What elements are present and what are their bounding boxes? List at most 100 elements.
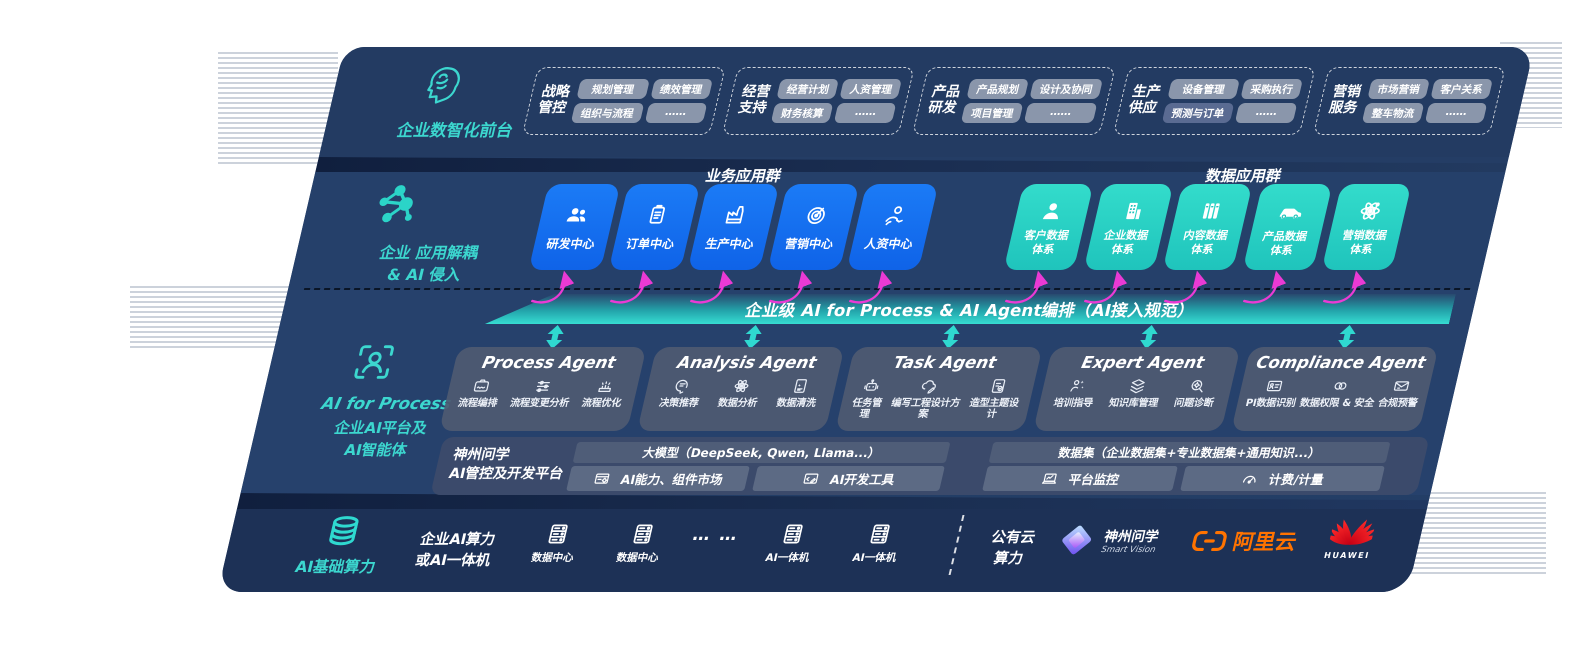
alibaba-logo-text: 阿里云	[1230, 530, 1300, 554]
agent-card-compliance: Compliance Agent PI数据识别 数据权限 & 安全 合规预警	[1231, 347, 1439, 431]
data-apps-row: 客户数据 体系 企业数据 体系 内容数据 体系 产品数据 体系 营销数据 体系	[1003, 184, 1412, 270]
chip: 规划管理	[576, 79, 650, 99]
group-label-line: 管控	[536, 100, 569, 116]
infra-compute-label-block: AI基础算力	[293, 513, 388, 577]
chip: 设备管理	[1166, 79, 1241, 99]
datacenter-label: 数据中心	[530, 552, 575, 564]
agent-item-label: 编写工程设计方案	[890, 398, 962, 421]
group-label-line: 支持	[736, 100, 769, 116]
ai-platform-panel: 神州问学 AI管控及开发平台 大模型（DeepSeek, Qwen, Llama…	[430, 437, 1430, 495]
platform-monitor-cell: 平台监控	[982, 466, 1178, 491]
chip: 客户关系	[1430, 79, 1493, 99]
chip: ……	[1234, 103, 1298, 123]
agent-item-label: 问题诊断	[1172, 398, 1215, 409]
pi-idcard-icon	[1266, 380, 1283, 392]
chip: 产品规划	[966, 79, 1030, 99]
agent-card-expert: Expert Agent 培训指导 知识库管理 问题诊断	[1033, 347, 1241, 431]
business-apps-header: 业务应用群	[703, 167, 783, 185]
data-app-label: 企业数据 体系	[1099, 229, 1149, 255]
agent-items: 任务管理 编写工程设计方案 造型主题设计	[842, 376, 1032, 420]
agent-item-label: 流程优化	[580, 398, 623, 409]
agent-item-label: 流程编排	[456, 398, 499, 409]
public-cloud-line1: 公有云	[989, 530, 1037, 546]
group-label-line: 营销	[1331, 84, 1363, 101]
vendor-shenzhou-wenxue: 神州问学 Smart Vision	[1053, 521, 1162, 559]
compliance-alert-icon	[1394, 381, 1410, 391]
data-app-label: 产品数据 体系	[1258, 230, 1308, 256]
scan-person-icon	[354, 345, 394, 379]
sv-name-cn: 神州问学	[1102, 529, 1161, 545]
platform-monitor-label: 平台监控	[1067, 472, 1121, 487]
agent-item-label: 任务管理	[851, 398, 883, 421]
customer-person-icon	[1042, 203, 1058, 220]
agent-title: Compliance Agent	[1254, 353, 1428, 372]
dataset-header: 数据集（企业数据集+专业数据集+通用知识...）	[988, 442, 1391, 463]
group-label-line: 研发	[926, 100, 959, 116]
chip: 组织与流程	[570, 103, 644, 123]
business-app-label: 生产中心	[703, 237, 756, 251]
public-cloud-label: 公有云 算力	[971, 528, 1051, 570]
training-person-icon	[1069, 380, 1084, 392]
agent-items: 流程编排 流程变更分析 流程优化	[448, 376, 636, 409]
group-chips: 经营计划 人资管理 财务核算 ……	[771, 79, 903, 123]
enterprise-compute-label: 企业AI算力 或AI一体机	[392, 530, 518, 572]
chip: 市场营销	[1367, 79, 1430, 99]
data-app-line: 体系	[1189, 242, 1215, 256]
business-app-card: 人资中心	[846, 184, 939, 270]
enterprise-compute-line2: 或AI一体机	[413, 553, 492, 570]
decor-stripes-mid-left	[130, 286, 302, 350]
group-chips: 产品规划 设计及协同 项目管理 ……	[960, 79, 1103, 123]
decor-stripes-top-left	[218, 52, 338, 166]
chip: 项目管理	[960, 103, 1024, 123]
enterprise-building-icon	[1125, 203, 1141, 220]
theme-design-icon	[991, 379, 1005, 393]
datacenter-label: 数据中心	[615, 552, 660, 564]
chip: 整车物流	[1361, 103, 1425, 123]
agent-item: 编写工程设计方案	[883, 376, 972, 420]
agent-items: 培训指导 知识库管理 问题诊断	[1042, 376, 1230, 409]
data-apps-header: 数据应用群	[1203, 167, 1283, 185]
content-books-icon	[1202, 203, 1220, 219]
agent-card-analysis: Analysis Agent 决策推荐 数据分析 数据清洗	[637, 347, 845, 431]
billing-gauge-icon	[1243, 475, 1256, 484]
vendor-huawei: HUAWEI	[1323, 513, 1380, 560]
ai-allinone-label: AI一体机	[764, 552, 811, 564]
agent-item-label: 知识库管理	[1107, 398, 1160, 409]
ai-orchestration-banner: 企业级 AI for Process & AI Agent编排（AI接入规范）	[485, 294, 1456, 324]
agent-items: 决策推荐 数据分析 数据清洗	[646, 376, 834, 409]
infra-label: AI基础算力	[293, 558, 378, 576]
datacenter-item: 数据中心	[615, 521, 667, 565]
monitor-laptop-icon	[1042, 473, 1057, 484]
data-app-label: 内容数据 体系	[1179, 229, 1229, 255]
dashed-separator	[303, 288, 1471, 290]
agent-title: Expert Agent	[1079, 353, 1207, 372]
ai-allinone-item: AI一体机	[851, 521, 905, 565]
billing-cell: 计费/计量	[1180, 466, 1385, 491]
agent-item-label: 决策推荐	[657, 398, 700, 409]
group-product-rd: 产品 研发 产品规划 设计及协同 项目管理 ……	[912, 67, 1116, 135]
data-app-line: 产品数据	[1261, 230, 1309, 244]
decoupling-label-line1: 企业 应用解耦	[377, 244, 481, 262]
agent-item-label: 培训指导	[1052, 398, 1095, 409]
chip: 经营计划	[776, 79, 840, 99]
agent-item: 造型主题设计	[961, 376, 1030, 420]
ai-allinone-item: AI一体机	[764, 521, 818, 565]
data-app-line: 营销数据	[1340, 229, 1388, 243]
data-app-line: 体系	[1110, 242, 1136, 256]
data-app-line: 内容数据	[1181, 229, 1229, 243]
agent-title: Process Agent	[480, 353, 618, 372]
data-analysis-icon	[734, 379, 749, 393]
data-app-card: 产品数据 体系	[1242, 184, 1333, 270]
agent-item: 流程变更分析	[509, 376, 576, 409]
agent-item-label: 数据分析	[716, 398, 759, 409]
flow-change-icon	[536, 380, 550, 393]
task-robot-icon	[863, 379, 878, 391]
agent-item-label: 流程变更分析	[508, 398, 571, 409]
group-label: 生产 供应	[1127, 84, 1162, 116]
agent-item: 决策推荐	[658, 376, 705, 409]
decoupling-label: 企业 应用解耦 & AI 侵入	[319, 243, 534, 286]
front-office-groups: 战略 管控 规划管理 绩效管理 组织与流程 …… 经营 支持 经营计划 人资管理 财…	[521, 67, 1506, 135]
data-app-card: 企业数据 体系	[1083, 184, 1174, 270]
group-label: 产品 研发	[926, 84, 962, 116]
group-label-line: 经营	[740, 84, 773, 101]
